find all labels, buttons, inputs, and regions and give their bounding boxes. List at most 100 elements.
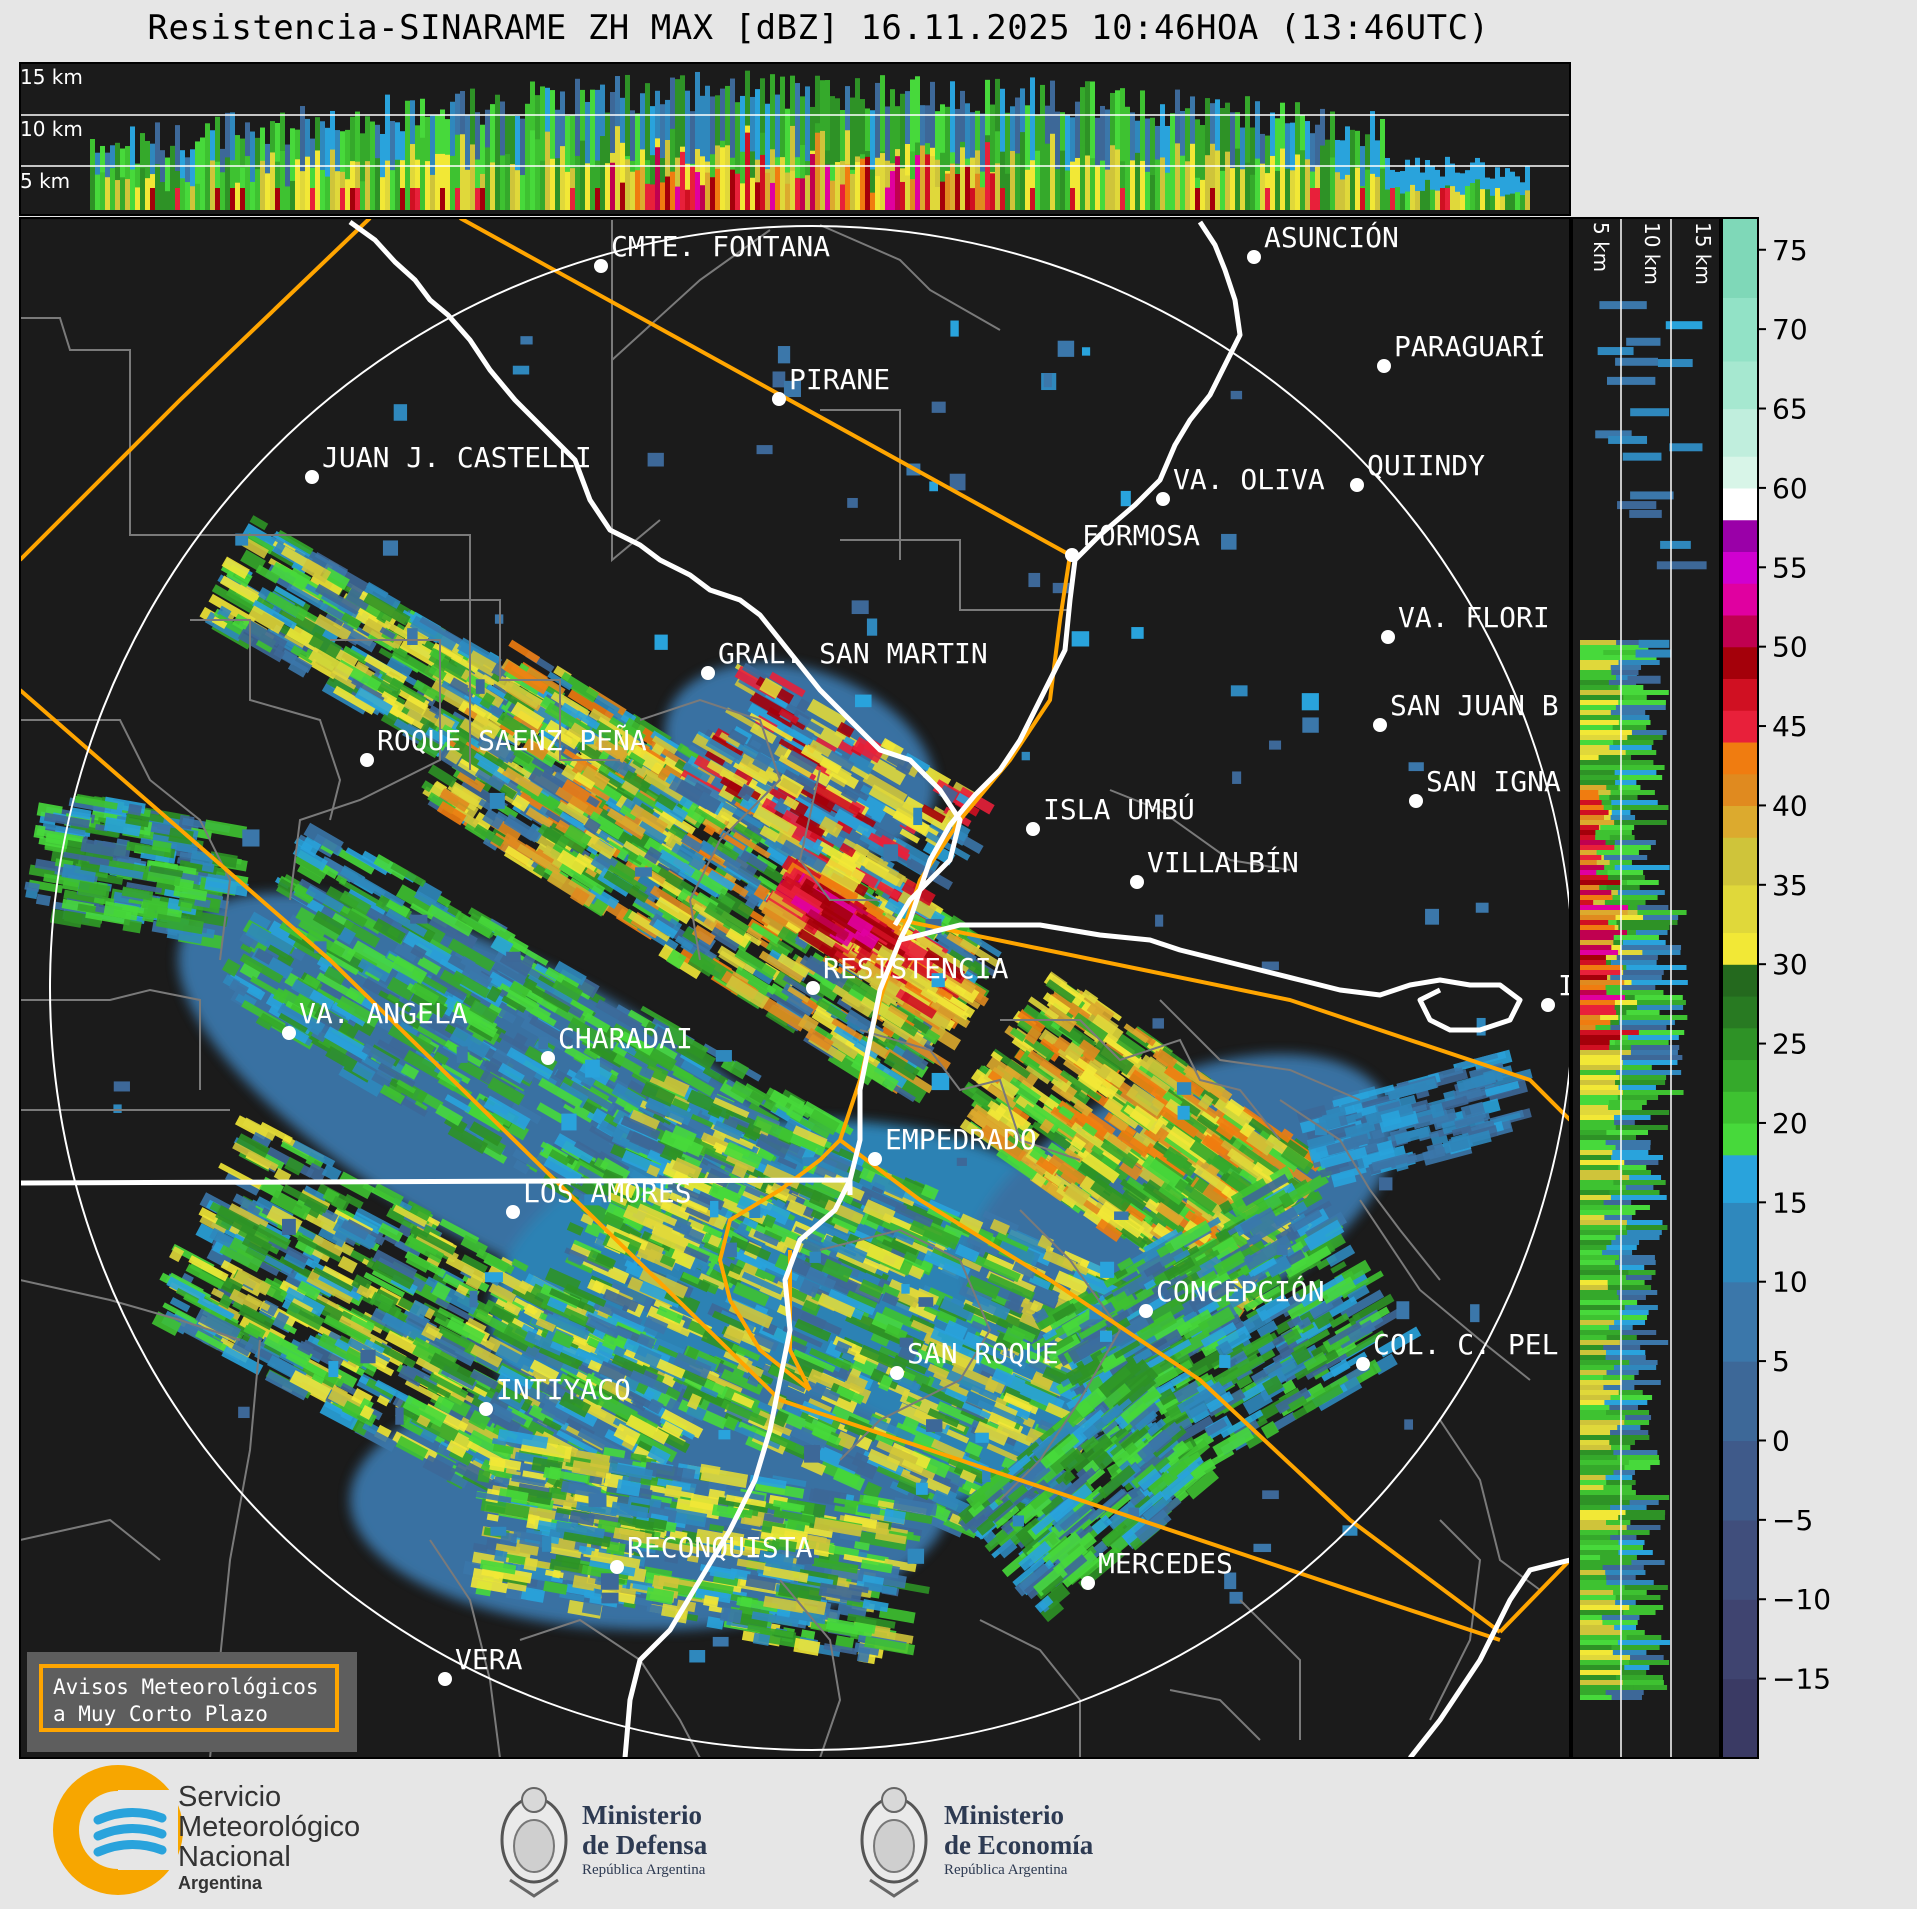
city-marker xyxy=(479,1402,493,1416)
city-label: VA. FLORI xyxy=(1398,601,1550,634)
colorbar-band xyxy=(1722,884,1758,934)
city-label: RECONQUISTA xyxy=(627,1531,813,1564)
chart-title: Resistencia-SINARAME ZH MAX [dBZ] 16.11.… xyxy=(147,8,1490,48)
department-boundaries xyxy=(20,220,1541,1758)
defensa-line2: de Defensa xyxy=(582,1830,708,1860)
economia-line3: República Argentina xyxy=(944,1862,1068,1878)
city-label: CMTE. FONTANA xyxy=(611,230,830,263)
city-label: SAN IGNA xyxy=(1426,765,1561,798)
economia-line1: Ministerio xyxy=(944,1800,1064,1830)
side-cross-section-panel: 5 km 10 km 15 km xyxy=(1571,217,1721,1759)
city-label: VILLALBÍN xyxy=(1147,845,1299,879)
colorbar-tick-label: 75 xyxy=(1772,234,1808,267)
colorbar-band xyxy=(1722,614,1758,648)
city-label: QUIINDY xyxy=(1367,449,1485,482)
city-marker xyxy=(868,1152,882,1166)
defensa-seal-icon xyxy=(500,1787,568,1898)
colorbar-band xyxy=(1722,837,1758,886)
colorbar-tick-label: 60 xyxy=(1772,472,1808,505)
radar-map-panel: CMTE. FONTANA ASUNCIÓN PARAGUARÍ PIRANE JUAN… xyxy=(19,217,1592,1759)
city-label: ROQUE SAENZ PEÑA xyxy=(377,723,647,757)
city-label: RESISTENCIA xyxy=(823,952,1009,985)
colorbar-band xyxy=(1722,1122,1758,1156)
city-marker xyxy=(806,981,820,995)
colorbar-tick-label: −10 xyxy=(1772,1583,1831,1616)
city-marker xyxy=(1409,794,1423,808)
city-label: CONCEPCIÓN xyxy=(1156,1274,1325,1308)
economia-line2: de Economía xyxy=(944,1830,1094,1860)
colorbar-tick-label: 70 xyxy=(1772,313,1808,346)
city-marker xyxy=(1356,1357,1370,1371)
city-label: COL. C. PEL xyxy=(1373,1328,1558,1361)
colorbar-bands xyxy=(1722,218,1758,1759)
colorbar-band xyxy=(1722,1678,1758,1759)
economia-seal-icon xyxy=(860,1787,928,1898)
colorbar-band xyxy=(1722,551,1758,584)
colorbar-band xyxy=(1722,583,1758,616)
colorbar-band xyxy=(1722,1361,1758,1442)
city-label: VERA xyxy=(455,1643,523,1676)
top-label-5km: 5 km xyxy=(20,169,70,193)
notice-line1: Avisos Meteorológicos xyxy=(53,1675,319,1699)
top-cross-section-panel: 15 km 10 km 5 km xyxy=(19,62,1571,216)
colorbar-band xyxy=(1722,456,1758,489)
city-marker xyxy=(1381,630,1395,644)
city-label: VA. OLIVA xyxy=(1173,463,1325,496)
notice-box: Avisos Meteorológicos a Muy Corto Plazo xyxy=(27,1652,357,1752)
colorbar-tick-label: 0 xyxy=(1772,1424,1790,1457)
colorbar-tick-label: 55 xyxy=(1772,551,1808,584)
city-marker xyxy=(1247,250,1261,264)
city-marker xyxy=(772,392,786,406)
colorbar-band xyxy=(1722,1154,1758,1203)
rivers xyxy=(20,219,1570,1758)
side-label-15km: 15 km xyxy=(1691,222,1715,285)
city-marker xyxy=(541,1051,555,1065)
city-label: MERCEDES xyxy=(1098,1547,1233,1580)
city-label: INTIYACO xyxy=(496,1373,631,1406)
colorbar-tick-label: 45 xyxy=(1772,710,1808,743)
city-marker xyxy=(1373,718,1387,732)
colorbar-band xyxy=(1722,1519,1758,1600)
colorbar-band xyxy=(1722,741,1758,775)
colorbar-tick-label: 20 xyxy=(1772,1107,1808,1140)
colorbar-band xyxy=(1722,360,1758,410)
colorbar-tick-label: 40 xyxy=(1772,789,1808,822)
colorbar-band xyxy=(1722,710,1758,743)
colorbar-band xyxy=(1722,1027,1758,1061)
colorbar-band xyxy=(1722,1440,1758,1521)
notice-frame: Avisos Meteorológicos a Muy Corto Plazo xyxy=(39,1664,339,1732)
city-marker xyxy=(506,1205,520,1219)
city-marker xyxy=(1065,548,1079,562)
colorbar-band xyxy=(1722,1202,1758,1283)
city-label: JUAN J. CASTELLI xyxy=(322,441,592,474)
city-label: GRAL. SAN MARTIN xyxy=(718,637,988,670)
colorbar-band xyxy=(1722,408,1758,457)
top-label-10km: 10 km xyxy=(20,117,83,141)
city-marker xyxy=(305,470,319,484)
colorbar-tick-label: 5 xyxy=(1772,1345,1790,1378)
city-marker xyxy=(282,1026,296,1040)
colorbar-band xyxy=(1722,773,1758,807)
city-label: ASUNCIÓN xyxy=(1264,220,1399,254)
defensa-line1: Ministerio xyxy=(582,1800,702,1830)
city-marker xyxy=(890,1366,904,1380)
colorbar-band xyxy=(1722,218,1758,298)
colorbar-band xyxy=(1722,1599,1758,1680)
city-marker xyxy=(1156,492,1170,506)
colorbar-tick-label: 35 xyxy=(1772,869,1808,902)
city-marker xyxy=(1541,998,1555,1012)
city-marker xyxy=(1130,875,1144,889)
smn-line1: Servicio xyxy=(178,1781,282,1813)
city-label: PIRANE xyxy=(789,363,890,396)
city-label: SAN JUAN B xyxy=(1390,689,1559,722)
colorbar-tick-label: 10 xyxy=(1772,1266,1808,1299)
defensa-name: Ministerio de Defensa República Argentin… xyxy=(582,1800,707,1880)
smn-line4: Argentina xyxy=(178,1873,263,1893)
city-marker xyxy=(1377,359,1391,373)
colorbar-tick-label: 30 xyxy=(1772,948,1808,981)
city-label: ISLA UMBÚ xyxy=(1043,792,1195,826)
smn-name: Servicio Meteorológico Nacional Argentin… xyxy=(178,1782,360,1894)
